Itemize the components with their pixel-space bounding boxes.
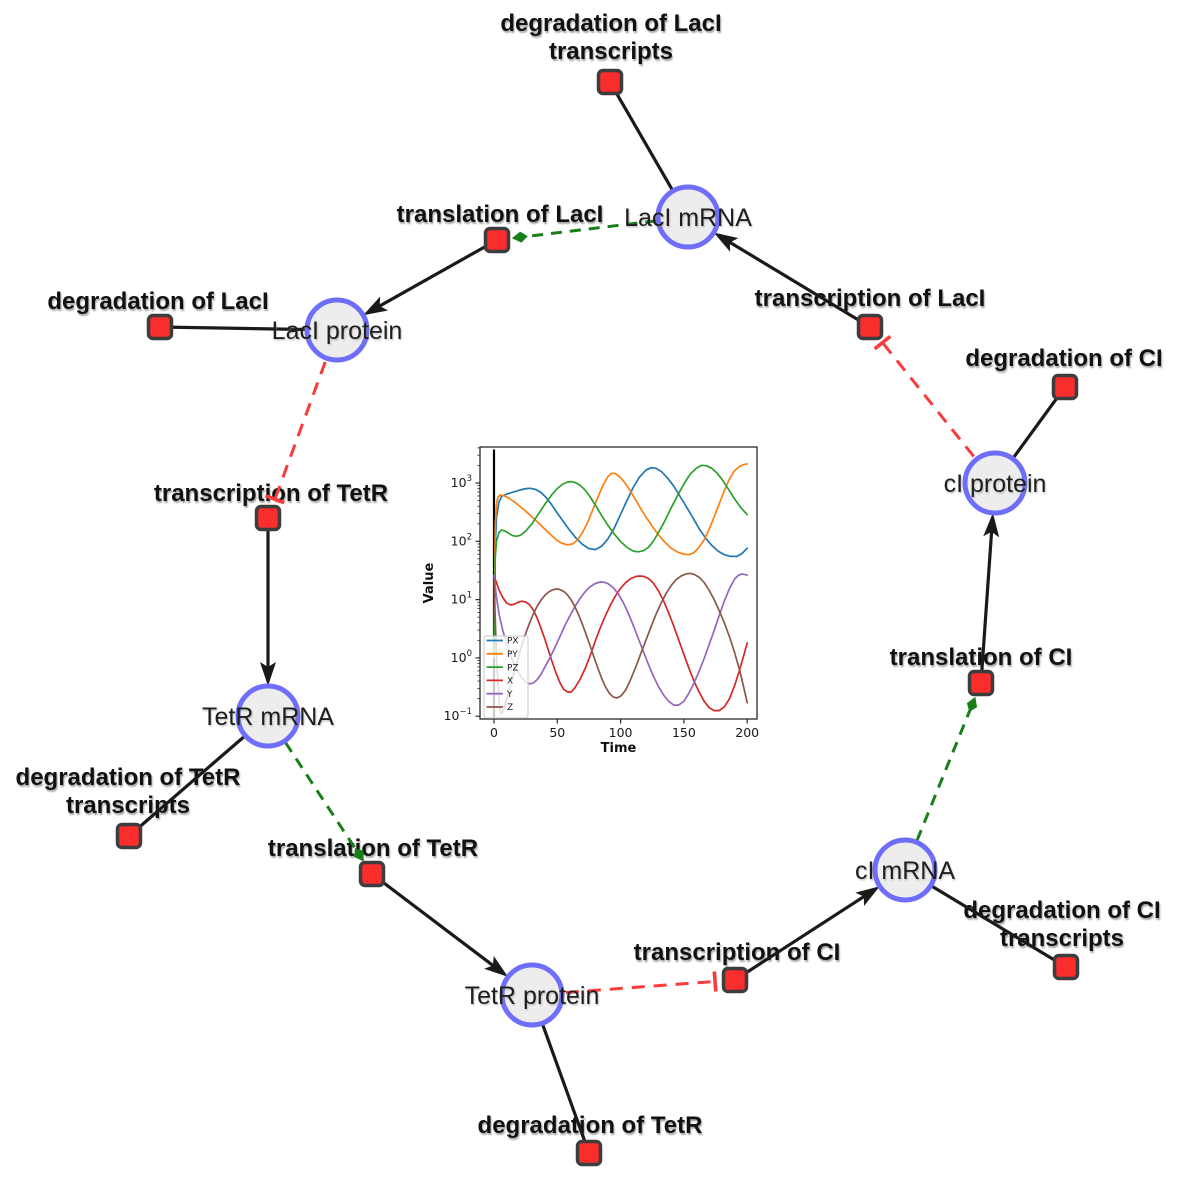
reaction-label-deg_laci: degradation of LacI xyxy=(47,288,268,315)
chart-legend: PX PY PZ XYZ xyxy=(483,635,529,719)
species-label-laci_mrna: LacI mRNA xyxy=(624,204,752,232)
reaction-node-tl_ci[interactable] xyxy=(967,669,995,697)
edge-tc_laci-laci_mrna-production xyxy=(713,232,871,329)
edge-ci_protein-tc_laci-inhibition xyxy=(873,334,975,458)
reaction-label-deg_tetr: degradation of TetR xyxy=(478,1112,703,1139)
edge-tetr_mrna-deg_tetr_tx-consumption xyxy=(127,734,247,838)
edge-laci_mrna-deg_laci_tx-consumption xyxy=(608,81,675,192)
y-tick-label: 10−1 xyxy=(444,707,472,723)
species-node-ci_mrna[interactable] xyxy=(872,837,938,903)
species-label-ci_protein: cI protein xyxy=(944,470,1047,498)
edge-ci_mrna-deg_ci_tx-consumption xyxy=(929,884,1067,969)
species-node-tetr_protein[interactable] xyxy=(499,962,565,1028)
x-tick-label: 0 xyxy=(490,725,498,740)
reaction-label-tl_laci: translation of LacI xyxy=(397,201,604,228)
reaction-label-tc_tetr: transcription of TetR xyxy=(154,480,388,507)
chart-x-axis: 0 50 100 150 200 Time xyxy=(490,719,759,756)
reaction-node-tl_tetr[interactable] xyxy=(358,860,386,888)
y-tick-label: 100 xyxy=(451,649,472,665)
edge-ci_mrna-tl_ci-modifier xyxy=(915,696,978,841)
species-node-tetr_mrna[interactable] xyxy=(235,683,301,749)
chart-ylabel: Value xyxy=(422,562,437,603)
reaction-label-tl_tetr: translation of TetR xyxy=(268,835,478,862)
y-tick-label: 101 xyxy=(451,591,472,607)
reaction-node-deg_tetr_tx[interactable] xyxy=(115,822,143,850)
reaction-node-tc_laci[interactable] xyxy=(856,313,884,341)
edge-laci_protein-deg_laci-consumption xyxy=(159,325,308,332)
edges-layer xyxy=(127,81,1067,1154)
edge-tetr_protein-tc_ci-inhibition xyxy=(565,971,718,994)
legend-label-Y: Y xyxy=(506,690,513,700)
series-line-PX xyxy=(493,466,749,659)
chart-xlabel: Time xyxy=(601,741,637,756)
y-tick-label: 102 xyxy=(451,532,472,548)
species-node-ci_protein[interactable] xyxy=(962,450,1028,516)
reaction-node-tl_laci[interactable] xyxy=(483,226,511,254)
species-node-laci_protein[interactable] xyxy=(304,297,370,363)
species-label-laci_protein: LacI protein xyxy=(272,317,403,345)
legend-label-PX: PX xyxy=(507,637,519,647)
x-tick-label: 200 xyxy=(735,725,759,740)
legend-box xyxy=(483,635,529,719)
edge-tetr_mrna-tl_tetr-modifier xyxy=(284,741,364,862)
x-tick-label: 50 xyxy=(549,725,565,740)
reaction-node-tc_ci[interactable] xyxy=(721,966,749,994)
reaction-node-deg_laci[interactable] xyxy=(146,313,174,341)
series-line-PZ xyxy=(493,464,749,659)
edge-tl_tetr-tetr_protein-production xyxy=(371,872,509,977)
reaction-node-deg_tetr[interactable] xyxy=(575,1139,603,1167)
reaction-label-deg_laci_tx: degradation of LacI transcripts xyxy=(500,10,721,65)
y-tick-label: 103 xyxy=(451,474,472,490)
x-tick-label: 100 xyxy=(609,725,633,740)
reaction-labels-layer: degradation of LacI transcripts translatio… xyxy=(16,10,1163,1139)
species-label-tetr_mrna: TetR mRNA xyxy=(202,703,334,731)
species-label-tetr_protein: TetR protein xyxy=(465,982,600,1010)
legend-label-PZ: PZ xyxy=(507,663,519,673)
reaction-label-deg_tetr_tx: degradation of TetR transcripts xyxy=(16,764,241,819)
legend-label-Z: Z xyxy=(507,703,513,713)
legend-label-PY: PY xyxy=(507,650,518,660)
reaction-node-deg_laci_tx[interactable] xyxy=(596,68,624,96)
series-line-X xyxy=(493,574,749,712)
species-label-ci_mrna: cI mRNA xyxy=(855,857,955,885)
edge-tl_laci-laci_protein-production xyxy=(363,238,498,316)
species-labels-layer: LacI mRNA LacI protein cI protein TetR mRNA… xyxy=(202,204,1046,1010)
edge-laci_mrna-tl_laci-modifier xyxy=(511,219,657,243)
edge-laci_protein-tc_tetr-inhibition xyxy=(264,361,327,505)
inset-timeseries-chart: 0 50 100 150 200Time10−1100101102103ValuePXP… xyxy=(422,437,776,765)
chart-y-axis: 10−1 100 101 102 103 Value xyxy=(422,447,480,723)
edge-tc_ci-ci_mrna-production xyxy=(734,886,880,982)
edge-tl_ci-ci_protein-production xyxy=(979,512,1000,684)
reaction-node-tc_tetr[interactable] xyxy=(254,504,282,532)
x-tick-label: 150 xyxy=(672,725,696,740)
reaction-node-deg_ci[interactable] xyxy=(1051,373,1079,401)
reaction-label-deg_ci: degradation of CI xyxy=(965,345,1162,372)
species-nodes-layer xyxy=(235,184,1028,1028)
reaction-label-tc_ci: transcription of CI xyxy=(634,939,841,966)
reaction-node-deg_ci_tx[interactable] xyxy=(1052,953,1080,981)
reaction-nodes-layer xyxy=(115,68,1080,1167)
reaction-label-tc_laci: transcription of LacI xyxy=(755,285,986,312)
species-node-laci_mrna[interactable] xyxy=(655,184,721,250)
legend-label-X: X xyxy=(507,677,513,687)
chart-axes-spines xyxy=(479,446,758,720)
series-line-PY xyxy=(493,463,749,659)
edge-tc_tetr-tetr_mrna-production xyxy=(260,518,276,686)
edge-tetr_protein-deg_tetr-consumption xyxy=(540,1022,591,1154)
